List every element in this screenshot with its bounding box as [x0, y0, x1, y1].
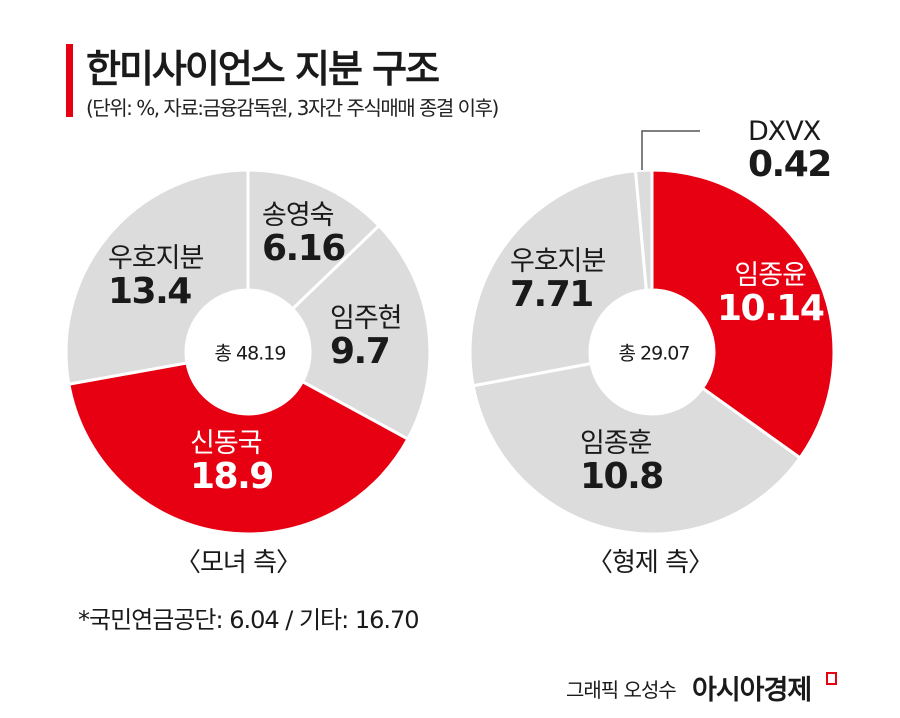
- group-label-right: 〈형제 측〉: [586, 548, 714, 578]
- slice-label-songyoungsook: 송영숙 6.16: [262, 200, 346, 270]
- group-label-left: 〈모녀 측〉: [174, 548, 302, 578]
- donut-slice-2: [468, 169, 649, 388]
- donut-slice-3: [633, 168, 654, 292]
- total-label-right: 총 29.07: [618, 342, 691, 365]
- donut-chart-brothers: [468, 168, 836, 536]
- donut-slice-1: [290, 223, 432, 442]
- total-label-left: 총 48.19: [214, 342, 287, 365]
- donut-slice-0: [246, 168, 382, 312]
- page-title: 한미사이언스 지분 구조: [86, 47, 440, 91]
- slice-label-friendly-right: 우호지분 7.71: [510, 246, 606, 316]
- donut-slice-1: [471, 361, 803, 536]
- title-accent-bar: [66, 44, 73, 117]
- slice-label-dxvx: DXVX 0.42: [748, 116, 832, 186]
- dxvx-leader-line: [641, 130, 700, 170]
- donut-slice-2: [67, 361, 410, 536]
- slice-label-limjonghoon: 임종훈 10.8: [580, 428, 664, 498]
- slice-label-limjongyoon: 임종윤 10.14: [717, 260, 825, 330]
- brand-mark-icon: [826, 672, 837, 685]
- slice-label-limjoohyun: 임주현 9.7: [330, 303, 403, 373]
- donut-chart-mother-daughter: [64, 168, 432, 536]
- footnote: *국민연금공단: 6.04 / 기타: 16.70: [78, 606, 420, 634]
- page-subtitle: (단위: %, 자료:금융감독원, 3자간 주식매매 종결 이후): [86, 96, 499, 120]
- graphic-credit: 그래픽 오성수: [566, 678, 677, 702]
- slice-label-shindongkook: 신동국 18.9: [190, 428, 274, 498]
- slice-label-friendly-left: 우호지분 13.4: [108, 243, 204, 313]
- donut-slice-3: [64, 168, 250, 386]
- donut-slice-0: [650, 168, 836, 460]
- brand-logo: 아시아경제: [692, 675, 812, 706]
